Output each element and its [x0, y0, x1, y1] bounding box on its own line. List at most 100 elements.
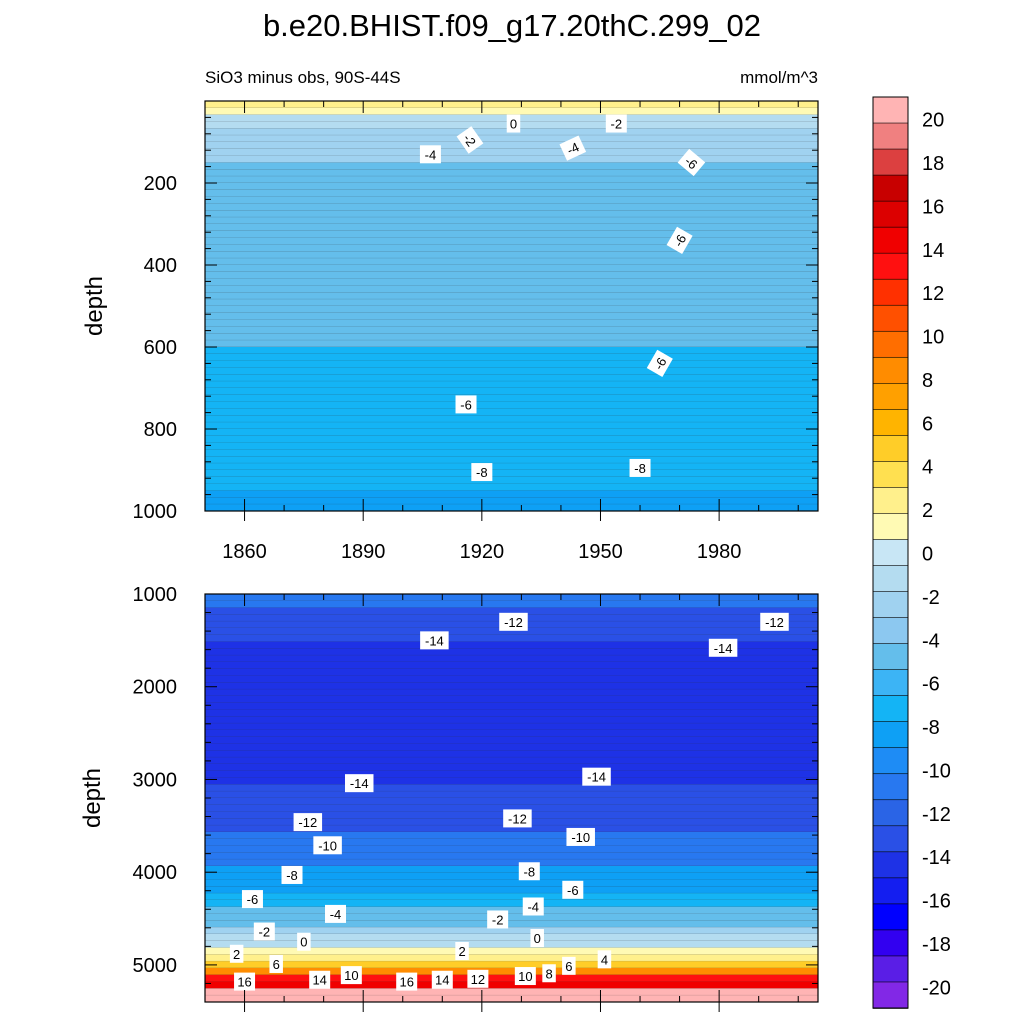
lower-y-tick-label: 3000 — [133, 769, 178, 791]
lower-band — [205, 859, 818, 867]
svg-text:-10: -10 — [318, 838, 337, 853]
colorbar-tick-label: -18 — [922, 934, 951, 956]
lower-band — [205, 798, 818, 806]
colorbar-swatch — [872, 643, 909, 671]
lower-band — [205, 750, 818, 758]
lower-band — [205, 675, 818, 683]
colorbar-tick-label: 4 — [922, 457, 933, 479]
upper-band — [205, 360, 818, 369]
colorbar-tick-label: 16 — [922, 196, 944, 218]
svg-text:10: 10 — [518, 969, 532, 984]
upper-band — [205, 456, 818, 464]
upper-band — [205, 224, 818, 232]
colorbar-tick-label: -12 — [922, 804, 951, 826]
lower-band — [205, 913, 818, 921]
svg-text:0: 0 — [534, 931, 541, 946]
lower-contour-label: -12 — [760, 612, 789, 631]
svg-text:0: 0 — [510, 117, 517, 132]
lower-band — [205, 879, 818, 887]
lower-band — [205, 668, 818, 677]
lower-band — [205, 743, 818, 751]
upper-band — [205, 101, 818, 109]
colorbar-swatch — [872, 435, 909, 463]
upper-band — [205, 244, 818, 252]
upper-plot-frame — [204, 100, 819, 512]
colorbar-tick-label: -8 — [922, 717, 940, 739]
lower-band — [205, 641, 818, 649]
upper-band — [205, 497, 818, 505]
colorbar-swatch — [872, 747, 909, 775]
lower-band — [205, 709, 818, 717]
colorbar-tick-label: -4 — [922, 630, 940, 652]
colorbar-swatch — [872, 278, 909, 307]
colorbar-swatch — [872, 773, 909, 801]
lower-band — [205, 757, 818, 765]
colorbar-swatch — [872, 330, 909, 359]
upper-contour-label: -8 — [471, 463, 493, 482]
colorbar-tick-label: 20 — [922, 110, 944, 132]
upper-band — [205, 470, 818, 478]
upper-y-tick-label: 200 — [144, 173, 177, 195]
svg-text:6: 6 — [565, 959, 572, 974]
lower-contour-label: -10 — [313, 836, 342, 855]
svg-text:16: 16 — [237, 975, 251, 990]
upper-band — [205, 169, 818, 177]
lower-band — [205, 886, 818, 894]
upper-contour-label: -6 — [666, 226, 693, 254]
colorbar-swatch — [872, 200, 909, 228]
colorbar-swatch — [872, 981, 909, 1009]
upper-x-tick-label: 1950 — [578, 541, 623, 563]
lower-contour-label: -6 — [241, 890, 263, 909]
upper-band — [205, 490, 818, 498]
colorbar-swatch — [872, 356, 909, 385]
colorbar-tick-label: 2 — [922, 500, 933, 522]
colorbar-tick-label: 8 — [922, 370, 933, 392]
svg-text:-4: -4 — [330, 907, 342, 922]
colorbar-tick-label: 18 — [922, 153, 944, 175]
lower-panel: -12 -12-14 -14-14 -14-12 -12-10-10-8 -8-6-6-4… — [79, 584, 819, 1012]
colorbar-swatch — [872, 513, 909, 541]
lower-band — [205, 764, 818, 772]
upper-band — [205, 176, 818, 184]
upper-y-tick-label: 800 — [144, 419, 177, 441]
lower-band — [205, 682, 818, 690]
lower-band — [205, 947, 818, 955]
colorbar-swatch — [872, 955, 909, 983]
colorbar-swatch — [872, 461, 909, 489]
upper-band — [205, 319, 818, 328]
svg-text:10: 10 — [344, 968, 358, 983]
upper-band — [205, 189, 818, 198]
lower-band — [205, 961, 818, 969]
colorbar-tick-label: 10 — [922, 327, 944, 349]
upper-band — [205, 155, 818, 164]
lower-y-tick-label: 1000 — [133, 584, 178, 606]
upper-band — [205, 312, 818, 321]
upper-band — [205, 422, 818, 430]
colorbar-swatch — [872, 96, 909, 124]
upper-band — [205, 504, 818, 511]
lower-band — [205, 655, 818, 663]
colorbar-swatch — [872, 304, 909, 333]
upper-contour-label: -6 — [455, 395, 477, 414]
svg-text:2: 2 — [458, 944, 465, 959]
lower-band — [205, 906, 818, 915]
colorbar-tick-label: -6 — [922, 674, 940, 696]
upper-contour-label: -4 — [419, 145, 441, 164]
lower-band — [205, 634, 818, 643]
svg-text:-6: -6 — [460, 397, 472, 412]
upper-band — [205, 196, 818, 205]
lower-y-tick-label: 4000 — [133, 862, 178, 884]
lower-contour-label: 10 — [514, 967, 536, 986]
upper-band — [205, 251, 818, 259]
lower-contour-label: -4 — [522, 897, 544, 916]
upper-band — [205, 476, 818, 485]
lower-band — [205, 648, 818, 656]
colorbar-swatch — [872, 669, 909, 697]
colorbar-tick-label: 14 — [922, 240, 944, 262]
lower-band — [205, 893, 818, 901]
lower-band — [205, 804, 818, 813]
colorbar-swatch — [872, 695, 909, 723]
lower-contour-label: 12 — [467, 969, 489, 988]
colorbar-swatch — [872, 929, 909, 957]
upper-band — [205, 367, 818, 375]
